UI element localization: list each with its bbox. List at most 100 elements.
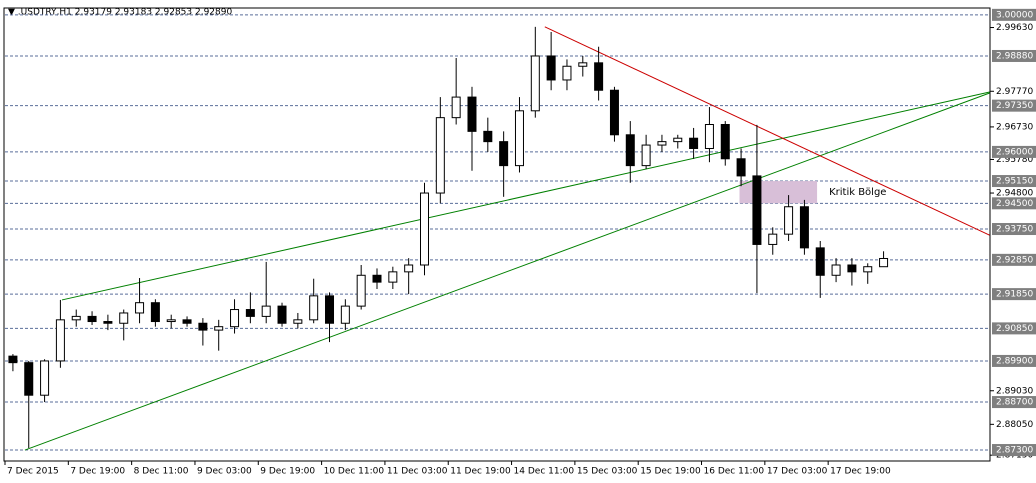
candle-body <box>594 62 604 91</box>
level-label: 2.94500 <box>996 199 1033 209</box>
level-label: 2.97350 <box>996 101 1033 111</box>
level-label-box <box>992 99 1036 112</box>
candle-body <box>863 266 873 273</box>
x-tick-label: 17 Dec 03:00 <box>767 467 828 477</box>
y-tick-label: 2.94800 <box>996 189 1033 199</box>
y-tick-label: 2.99630 <box>996 23 1033 33</box>
candle-body <box>546 55 556 81</box>
level-label-box <box>992 197 1036 210</box>
level-label-box <box>992 288 1036 301</box>
candle-body <box>815 247 825 276</box>
plot-frame <box>3 7 991 462</box>
candle-body <box>689 137 699 149</box>
level-label-box <box>992 354 1036 367</box>
candle-body <box>736 158 746 177</box>
level-label-box <box>992 49 1036 62</box>
trendline <box>24 92 990 451</box>
candle-body <box>245 309 255 317</box>
candle-body <box>467 96 477 132</box>
candle-body <box>768 233 778 245</box>
x-tick-label: 17 Dec 19:00 <box>830 467 891 477</box>
level-label-box <box>992 8 1036 21</box>
x-tick-label: 7 Dec 19:00 <box>70 467 125 477</box>
candle-body <box>673 137 683 143</box>
candle-body <box>784 206 794 235</box>
level-label: 2.98880 <box>996 51 1033 61</box>
level-label: 2.93750 <box>996 225 1033 235</box>
x-tick-label: 11 Dec 03:00 <box>387 467 448 477</box>
candle-body <box>419 192 429 266</box>
level-label-box <box>992 322 1036 335</box>
candle-body <box>356 274 366 307</box>
x-tick-label: 10 Dec 11:00 <box>324 467 385 477</box>
candle-body <box>119 312 129 324</box>
level-label-box <box>992 175 1036 188</box>
level-label: 2.92850 <box>996 255 1033 265</box>
candle-body <box>150 302 160 323</box>
zone <box>739 181 818 204</box>
level-label: 2.95150 <box>996 177 1033 187</box>
candle-body <box>293 319 303 324</box>
candle-body <box>8 355 18 364</box>
candle-body <box>87 315 97 323</box>
candle-body <box>71 315 81 321</box>
y-tick-label: 2.95780 <box>996 155 1033 165</box>
candle-body <box>277 305 287 324</box>
candle-body <box>530 55 540 112</box>
candle-body <box>704 124 714 149</box>
candle-body <box>435 117 445 194</box>
zone-label: Kritik Bölge <box>829 187 886 198</box>
candle-body <box>799 206 809 249</box>
candle-body <box>214 326 224 331</box>
x-tick-label: 7 Dec 2015 <box>7 467 59 477</box>
candle-body <box>230 309 240 328</box>
x-tick-label: 9 Dec 03:00 <box>197 467 252 477</box>
candle-body <box>641 144 651 167</box>
level-label-box <box>992 444 1036 457</box>
level-label: 2.89900 <box>996 356 1033 366</box>
y-tick-label: 2.96730 <box>996 122 1033 132</box>
candle-body <box>135 302 145 314</box>
candle-body <box>340 305 350 324</box>
candle-body <box>325 295 335 324</box>
level-label: 2.88700 <box>996 398 1033 408</box>
candle-body <box>625 134 635 167</box>
level-label: 2.90850 <box>996 324 1033 334</box>
candle-body <box>720 124 730 160</box>
candle-body <box>879 257 889 268</box>
x-tick-label: 9 Dec 19:00 <box>260 467 315 477</box>
candle-body <box>182 319 192 324</box>
candle-body <box>388 271 398 283</box>
level-label: 3.00000 <box>996 10 1033 20</box>
candle-body <box>55 319 65 362</box>
candle-body <box>309 295 319 321</box>
candle-body <box>514 110 524 167</box>
candle-body <box>24 362 34 396</box>
y-tick-label: 2.89030 <box>996 386 1033 396</box>
x-tick-label: 8 Dec 11:00 <box>134 467 189 477</box>
candle-body <box>483 130 493 143</box>
candle-body <box>404 264 414 273</box>
candle-body <box>40 360 50 396</box>
candle-body <box>578 62 588 67</box>
x-tick-label: 15 Dec 19:00 <box>640 467 701 477</box>
candle-body <box>657 141 667 146</box>
level-label: 2.87300 <box>996 446 1033 456</box>
level-label-box <box>992 145 1036 158</box>
level-label-box <box>992 223 1036 236</box>
x-tick-label: 11 Dec 19:00 <box>450 467 511 477</box>
candle-body <box>847 264 857 273</box>
candle-body <box>499 141 509 167</box>
candle-body <box>609 89 619 136</box>
candle-body <box>261 305 271 317</box>
level-label: 2.91850 <box>996 290 1033 300</box>
x-tick-label: 14 Dec 11:00 <box>514 467 575 477</box>
candle-body <box>198 322 208 331</box>
candle-body <box>831 264 841 276</box>
level-label-box <box>992 396 1036 409</box>
y-tick-label: 2.97770 <box>996 87 1033 97</box>
y-tick-label: 2.88050 <box>996 420 1033 430</box>
candle-body <box>103 321 113 324</box>
x-tick-label: 15 Dec 03:00 <box>577 467 638 477</box>
